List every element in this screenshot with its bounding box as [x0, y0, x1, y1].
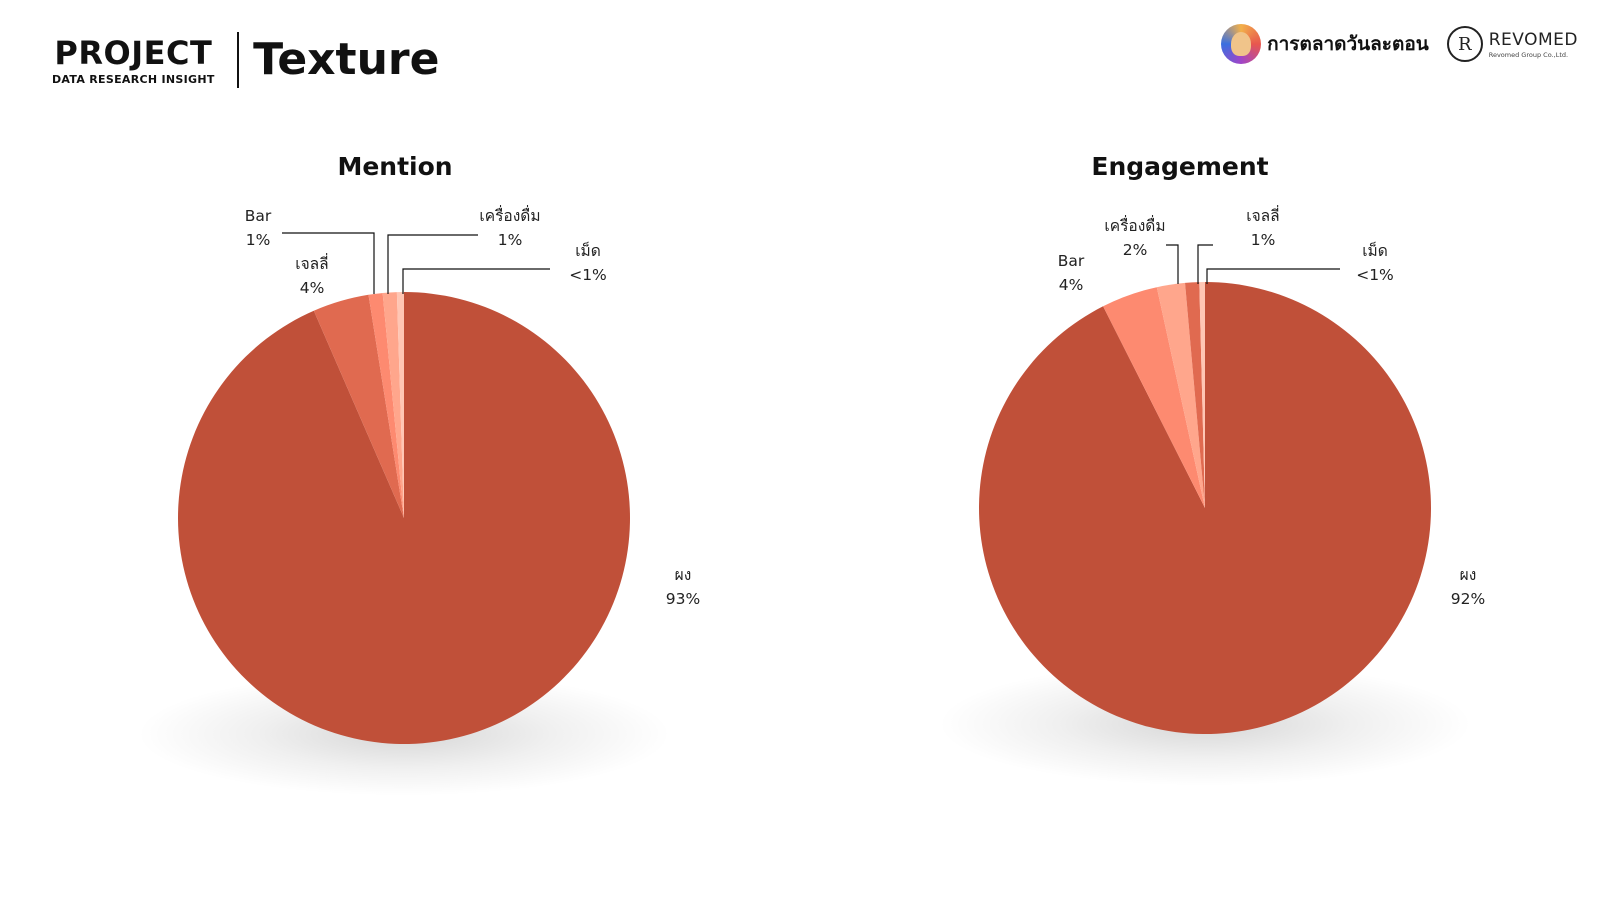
brand2-text: REVOMED Revomed Group Co.,Ltd.	[1489, 30, 1578, 59]
leader-line	[1166, 244, 1179, 284]
slice-label-name: ผง	[675, 566, 692, 584]
brand2-name: REVOMED	[1488, 29, 1578, 50]
page-title: Texture	[253, 34, 440, 85]
slice-label-value: 1%	[498, 231, 523, 249]
pie-chart-engagement: ผง 92% Bar 4% เครื่องดื่ม 2% เจลลี่ 1% เม็ด <1%	[938, 205, 1485, 786]
header-right: การตลาดวันละตอน R REVOMED Revomed Group …	[1221, 24, 1578, 64]
leader-line	[402, 268, 550, 294]
project-word: PROJECT	[54, 33, 213, 72]
leader-line	[1197, 244, 1213, 284]
slice-label-value: 4%	[1059, 276, 1084, 294]
brand-avatar-icon	[1221, 24, 1262, 64]
slice-label-value: 4%	[300, 279, 325, 297]
leader-line	[282, 232, 375, 294]
chart-title-mention: Mention	[337, 152, 453, 181]
slice-label-name: ผง	[1460, 566, 1477, 584]
pie-chart-mention: ผง 93% เจลลี่ 4% Bar 1% เครื่องดื่ม 1% เม็ด <1%	[137, 205, 700, 796]
slice-label-value: <1%	[569, 266, 607, 284]
pie-slice	[1185, 282, 1205, 508]
slice-label-name: Bar	[1058, 252, 1085, 270]
project-subtitle: DATA RESEARCH INSIGHT	[52, 72, 215, 86]
slice-label-value: 93%	[666, 590, 700, 608]
slice-label-name: Bar	[245, 207, 272, 225]
pie-slice	[382, 292, 404, 518]
pie-slice	[368, 293, 404, 518]
slice-label-name: เครื่องดื่ม	[479, 205, 540, 225]
chart-title-engagement: Engagement	[1091, 152, 1269, 181]
pie-slice	[1103, 287, 1205, 508]
slice-label-value: 1%	[246, 231, 271, 249]
slice-label-value: 92%	[1451, 590, 1485, 608]
slice-label-name: เจลลี่	[1246, 205, 1279, 225]
leader-line	[1206, 268, 1340, 284]
brand1-name: การตลาดวันละตอน	[1267, 33, 1429, 55]
pie-slice	[313, 294, 404, 518]
header-divider	[236, 32, 240, 88]
slice-label-value: <1%	[1356, 266, 1394, 284]
slice-label-value: 2%	[1123, 241, 1148, 259]
slice-label-name: เม็ด	[1362, 241, 1388, 260]
brand2-subtitle: Revomed Group Co.,Ltd.	[1488, 50, 1569, 59]
pie-slice	[396, 292, 404, 518]
pie-slice	[1156, 282, 1205, 508]
leader-line	[387, 234, 478, 294]
slice-label-name: เครื่องดื่ม	[1104, 215, 1165, 235]
slice-label-value: 1%	[1251, 231, 1276, 249]
project-logo: PROJECT DATA RESEARCH INSIGHT	[52, 35, 215, 86]
revomed-monogram-icon: R	[1446, 26, 1483, 62]
slice-label-name: เม็ด	[575, 241, 601, 260]
slice-label-name: เจลลี่	[295, 253, 328, 273]
header-left: PROJECT DATA RESEARCH INSIGHT Texture	[52, 32, 439, 88]
pie-slice	[1199, 282, 1205, 508]
